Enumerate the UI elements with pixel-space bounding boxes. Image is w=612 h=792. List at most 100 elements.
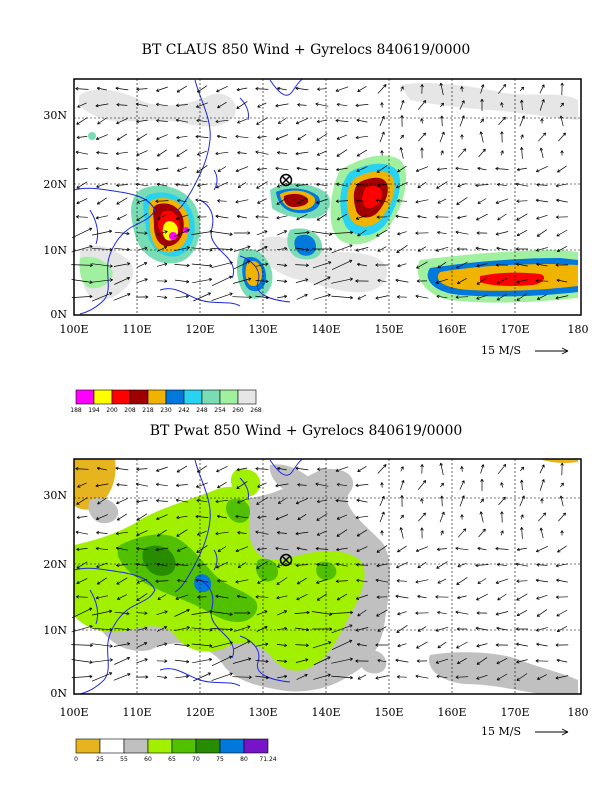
wind-vector bbox=[276, 182, 288, 188]
wind-vector bbox=[496, 246, 508, 251]
wind-vector bbox=[500, 150, 504, 156]
wind-vector bbox=[355, 135, 369, 140]
wind-vector bbox=[556, 245, 568, 253]
wind-vector bbox=[476, 263, 488, 268]
wind-vector bbox=[277, 498, 286, 504]
wind-vector bbox=[519, 86, 525, 92]
wind-vector bbox=[276, 595, 288, 600]
wind-vector bbox=[256, 245, 268, 252]
wind-vector bbox=[560, 102, 564, 108]
wind-vector bbox=[255, 279, 269, 284]
wind-vector bbox=[336, 102, 348, 107]
wind-vector bbox=[176, 135, 188, 140]
wind-vector bbox=[174, 659, 190, 664]
wind-vector bbox=[315, 482, 329, 487]
colorbar-label: 254 bbox=[214, 407, 226, 414]
wind-vector bbox=[357, 674, 367, 680]
wind-vector bbox=[95, 166, 109, 171]
wind-vector bbox=[313, 276, 331, 286]
wind-vector bbox=[276, 246, 288, 251]
wind-vector bbox=[440, 102, 445, 108]
wind-vector bbox=[516, 609, 528, 617]
wind-vector bbox=[295, 118, 309, 125]
wind-vector bbox=[313, 656, 331, 666]
wind-vector bbox=[276, 215, 288, 220]
wind-vector bbox=[175, 674, 189, 679]
wind-vector bbox=[176, 149, 188, 157]
wind-vector bbox=[456, 627, 468, 631]
top-xtick-150e: 150E bbox=[374, 323, 403, 336]
wind-vector bbox=[232, 277, 252, 284]
wind-vector bbox=[235, 579, 249, 584]
wind-vector bbox=[376, 183, 388, 188]
wind-vector bbox=[116, 594, 127, 600]
wind-vector bbox=[331, 259, 353, 271]
wind-vector bbox=[192, 277, 213, 284]
wind-vector bbox=[476, 231, 488, 235]
wind-vector bbox=[236, 214, 248, 219]
colorbar-swatch bbox=[219, 389, 239, 405]
wind-vector bbox=[357, 229, 367, 237]
wind-vector bbox=[156, 529, 167, 537]
wind-vector bbox=[215, 214, 229, 219]
wind-vector bbox=[136, 150, 148, 157]
wind-vector bbox=[95, 103, 109, 108]
wind-vector bbox=[295, 278, 309, 283]
wind-vector bbox=[255, 466, 269, 471]
wind-vector bbox=[115, 86, 129, 91]
wind-vector bbox=[457, 148, 467, 158]
wind-vector bbox=[215, 151, 229, 156]
wind-vector bbox=[255, 642, 269, 647]
wind-vector bbox=[95, 514, 108, 521]
wind-vector bbox=[555, 215, 568, 219]
wind-vector bbox=[336, 134, 348, 140]
colorbar-swatch bbox=[93, 389, 113, 405]
colorbar-swatch bbox=[165, 389, 185, 405]
wind-vector bbox=[197, 150, 207, 156]
wind-vector bbox=[75, 530, 89, 535]
wind-vector bbox=[516, 579, 528, 583]
wind-vector bbox=[177, 546, 187, 552]
wind-vector bbox=[331, 610, 354, 615]
wind-vector bbox=[376, 595, 388, 599]
wind-vector bbox=[379, 115, 385, 126]
wind-vector bbox=[237, 498, 247, 504]
wind-vector bbox=[113, 262, 131, 267]
wind-vector bbox=[417, 594, 427, 599]
wind-vector bbox=[455, 610, 469, 615]
wind-vector bbox=[437, 261, 447, 269]
wind-vector bbox=[516, 293, 528, 301]
wind-vector bbox=[355, 247, 369, 252]
wind-vector bbox=[255, 215, 269, 219]
wind-vector bbox=[515, 627, 528, 631]
wind-vector bbox=[76, 595, 88, 599]
wind-vector bbox=[276, 279, 288, 284]
wind-vector bbox=[516, 199, 528, 203]
wind-vector bbox=[76, 135, 88, 140]
colorbar-label: 218 bbox=[142, 407, 154, 414]
bottom-ytick-0n: 0N bbox=[50, 687, 67, 700]
wind-vector bbox=[556, 278, 568, 283]
wind-vector bbox=[211, 231, 233, 236]
wind-vector bbox=[295, 531, 309, 536]
wind-vector bbox=[459, 115, 465, 127]
wind-vector bbox=[436, 561, 448, 569]
wind-vector bbox=[519, 466, 525, 472]
wind-vector bbox=[400, 86, 404, 92]
wind-vector bbox=[116, 498, 128, 505]
bottom-xtick-160e: 160E bbox=[437, 706, 466, 719]
wind-vector bbox=[215, 594, 229, 599]
bottom-xtick-180: 180 bbox=[568, 706, 589, 719]
wind-vector bbox=[195, 102, 208, 108]
top-xtick-140e: 140E bbox=[311, 323, 340, 336]
wind-vector bbox=[480, 478, 484, 491]
wind-vector bbox=[416, 261, 428, 269]
wind-vector bbox=[295, 498, 309, 505]
wind-vector bbox=[156, 642, 168, 647]
wind-vector bbox=[174, 626, 190, 632]
wind-vector bbox=[195, 198, 209, 203]
wind-vector bbox=[460, 466, 464, 472]
wind-vector bbox=[316, 150, 328, 156]
wind-vector bbox=[497, 213, 507, 221]
